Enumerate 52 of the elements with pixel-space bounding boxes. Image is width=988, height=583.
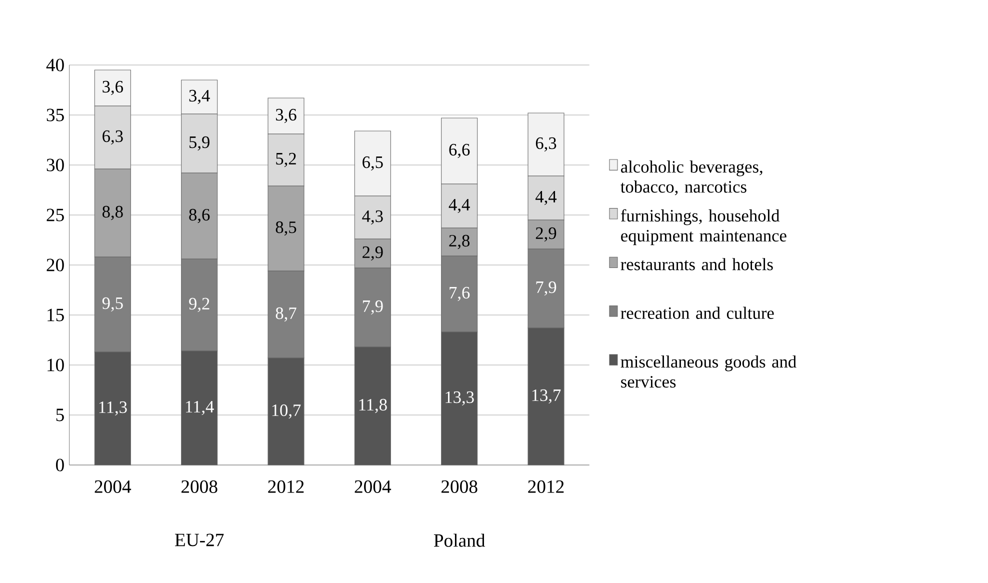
legend-label: miscellaneous goods and services xyxy=(620,355,796,388)
text: EU-27 xyxy=(175,534,224,546)
data-label: 6,3 xyxy=(102,130,123,145)
x-tick-label: 2008 xyxy=(441,480,478,493)
data-label: 11,8 xyxy=(359,398,387,414)
data-label: 6,6 xyxy=(449,144,470,158)
data-label: 3,6 xyxy=(276,108,296,124)
data-label: 4,3 xyxy=(362,210,383,225)
data-label: 9,2 xyxy=(189,298,210,312)
x-tick-label: 2012 xyxy=(528,480,564,493)
data-label: 2,8 xyxy=(449,234,470,250)
legend-label: recreation and culture xyxy=(620,306,774,319)
data-label: 3,6 xyxy=(102,80,123,96)
data-label: 10,7 xyxy=(272,404,301,419)
data-label: 2,9 xyxy=(536,227,556,242)
data-label: 6,3 xyxy=(536,137,556,152)
y-tick-label: 40 xyxy=(46,58,64,72)
text: Poland xyxy=(434,534,486,547)
data-label: 7,9 xyxy=(536,281,556,296)
x-tick-label: 2012 xyxy=(268,480,304,493)
legend-label: restaurants and hotels xyxy=(620,258,773,270)
y-tick-label: 35 xyxy=(46,108,64,122)
data-label: 7,6 xyxy=(450,286,470,302)
data-label: 8,5 xyxy=(276,221,296,236)
data-label: 8,7 xyxy=(276,307,296,322)
x-tick-label: 2004 xyxy=(94,480,132,493)
data-label: 7,9 xyxy=(362,300,383,315)
data-label: 9,5 xyxy=(102,297,123,312)
data-label: 8,8 xyxy=(102,206,123,220)
y-tick-label: 10 xyxy=(48,358,64,372)
y-tick-label: 20 xyxy=(46,258,64,272)
data-label: 11,4 xyxy=(186,400,214,416)
x-tick-label: 2008 xyxy=(181,480,218,493)
legend-label: alcoholic beverages, tobacco, narcotics xyxy=(620,160,762,196)
data-label: 13,3 xyxy=(446,391,474,406)
y-tick-label: 0 xyxy=(56,458,64,472)
y-tick-label: 5 xyxy=(56,408,64,422)
legend-label: furnishings, household equipment maintenance xyxy=(620,209,786,246)
x-tick-label: 2004 xyxy=(354,480,392,493)
data-label: 11,3 xyxy=(99,401,127,416)
data-label: 4,4 xyxy=(536,190,557,206)
data-label: 2,9 xyxy=(362,246,383,261)
data-label: 13,7 xyxy=(532,389,561,404)
data-label: 4,4 xyxy=(448,198,470,214)
data-label: 5,9 xyxy=(190,136,210,151)
data-label: 5,2 xyxy=(276,152,296,168)
y-tick-label: 15 xyxy=(48,308,64,322)
y-tick-label: 25 xyxy=(46,208,64,222)
y-tick-label: 30 xyxy=(46,158,64,172)
data-label: 3,4 xyxy=(189,90,210,104)
data-label: 6,5 xyxy=(362,156,383,171)
data-label: 8,6 xyxy=(189,208,210,224)
